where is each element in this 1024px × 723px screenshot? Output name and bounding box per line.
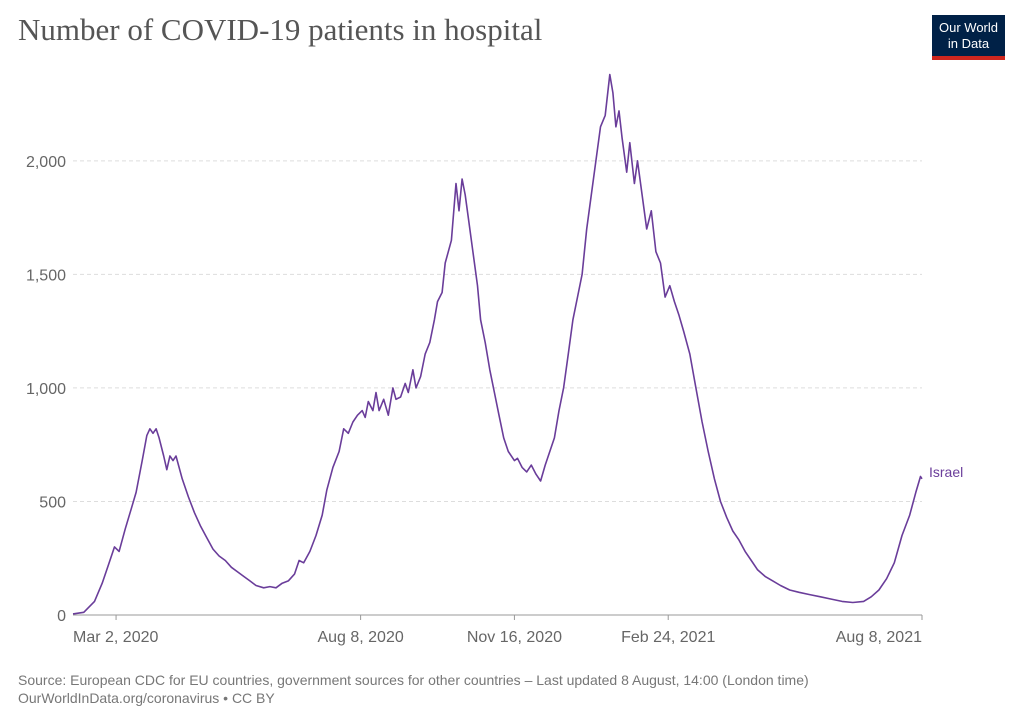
source-text: Source: European CDC for EU countries, g…: [18, 672, 809, 688]
y-tick-label: 1,000: [26, 381, 66, 398]
x-tick-label: Mar 2, 2020: [73, 629, 158, 646]
y-tick-label: 2,000: [26, 154, 66, 171]
series-layer: Israel: [72, 73, 963, 615]
x-tick-label: Aug 8, 2021: [836, 629, 922, 646]
source-note: Source: European CDC for EU countries, g…: [18, 671, 809, 707]
y-tick-label: 1,500: [26, 267, 66, 284]
source-link[interactable]: OurWorldInData.org/coronavirus • CC BY: [18, 690, 275, 706]
y-axis: 0 500 1,000 1,500 2,000: [26, 154, 66, 625]
y-tick-label: 0: [57, 608, 66, 625]
x-tick-label: Aug 8, 2020: [317, 629, 403, 646]
x-tick-label: Feb 24, 2021: [621, 629, 715, 646]
chart-title: Number of COVID-19 patients in hospital: [18, 12, 543, 47]
logo-line-2: in Data: [947, 36, 990, 51]
owid-logo[interactable]: Our World in Data: [932, 15, 1005, 60]
series-line-israel[interactable]: [72, 73, 923, 615]
x-axis: Mar 2, 2020 Aug 8, 2020 Nov 16, 2020 Feb 24…: [73, 614, 923, 646]
y-tick-label: 500: [39, 494, 66, 511]
logo-line-1: Our World: [939, 20, 998, 35]
grid-lines: [73, 160, 922, 502]
x-tick-label: Nov 16, 2020: [467, 629, 562, 646]
series-label: Israel: [929, 464, 963, 480]
